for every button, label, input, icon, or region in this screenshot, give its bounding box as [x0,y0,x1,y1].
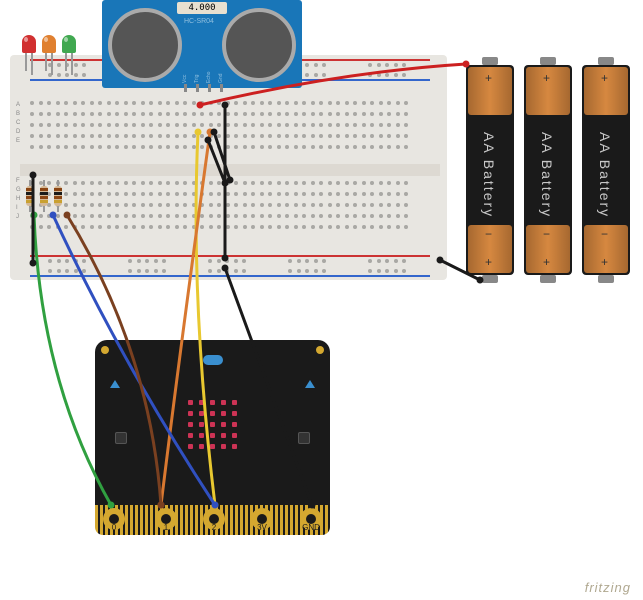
aa-battery-2: + − + AA Battery [579,57,633,283]
row-labels-bottom-left: FGHIJ [16,177,21,222]
red-led [22,35,36,53]
ultrasonic-sensor: 4.000 HC-SR04 VccTrigEchoGnd [102,0,302,88]
battery-pack: + − + AA Battery + − + AA Battery + − + … [463,55,633,285]
aa-battery-1: + − + AA Battery [521,57,575,283]
resistor-2 [54,180,62,212]
row-labels-top-left: ABCDE [16,101,20,146]
sensor-transmitter [108,8,182,82]
fritzing-watermark: fritzing [585,580,631,595]
pin-GND[interactable]: GND [300,508,322,530]
orange-led [42,35,56,53]
sensor-model-label: HC-SR04 [184,18,214,25]
microbit-logo [203,355,223,365]
sensor-display: 4.000 [177,2,227,14]
button-b[interactable] [298,432,310,444]
led-matrix [188,400,237,449]
pin-3V[interactable]: 3V [251,508,273,530]
edge-connector: 0 1 2 3V GND [95,505,330,535]
resistor-1 [40,180,48,212]
sensor-receiver [222,8,296,82]
pin-0[interactable]: 0 [103,508,125,530]
triangle-left [110,380,120,388]
button-a[interactable] [115,432,127,444]
green-led [62,35,76,53]
triangle-right [305,380,315,388]
pin-1[interactable]: 1 [155,508,177,530]
aa-battery-0: + − + AA Battery [463,57,517,283]
microbit: 0 1 2 3V GND [95,340,330,535]
pin-2[interactable]: 2 [203,508,225,530]
resistor-0 [26,180,34,212]
breadboard-divider [20,164,440,176]
breadboard: ABCDE FGHIJ [10,55,447,280]
